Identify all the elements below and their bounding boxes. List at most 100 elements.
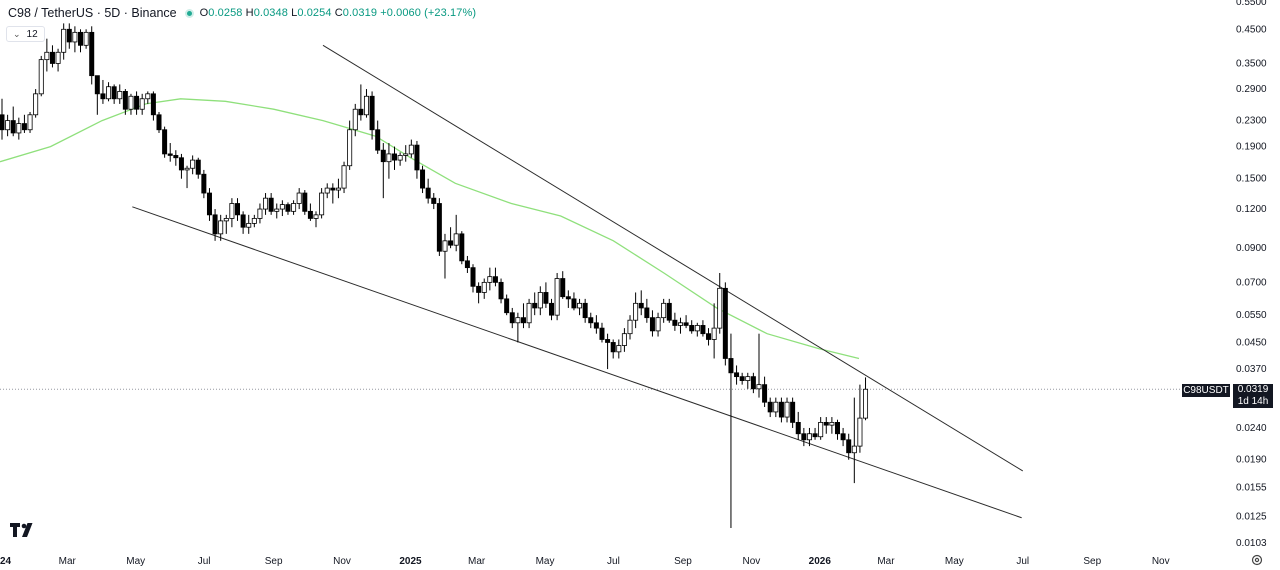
candle-down xyxy=(464,260,470,269)
candle-down xyxy=(689,325,695,332)
candle-up xyxy=(487,276,493,283)
candle-up xyxy=(128,95,134,110)
x-tick-label: May xyxy=(536,556,555,567)
candle-up xyxy=(319,192,325,216)
tradingview-logo-icon[interactable] xyxy=(10,523,36,537)
candle-down xyxy=(358,108,364,116)
candle-down xyxy=(767,401,773,413)
candle-down xyxy=(750,376,756,390)
y-tick-label: 0.2900 xyxy=(1236,84,1267,95)
x-tick-label: Mar xyxy=(59,556,77,567)
candle-up xyxy=(274,208,280,212)
candle-down xyxy=(666,302,672,321)
candle-down xyxy=(66,28,72,43)
candle-up xyxy=(863,388,869,419)
x-tick-label: May xyxy=(126,556,145,567)
candle-up xyxy=(655,317,661,332)
candle-down xyxy=(10,120,16,134)
settings-gear-icon[interactable] xyxy=(1250,553,1264,567)
candle-down xyxy=(599,327,605,340)
candle-down xyxy=(823,421,829,426)
candle-down xyxy=(235,203,241,216)
candle-up xyxy=(711,327,717,340)
candle-up xyxy=(442,240,448,252)
x-tick-label: 2026 xyxy=(809,556,832,567)
candle-down xyxy=(700,325,706,335)
candle-down xyxy=(593,322,599,329)
candle-down xyxy=(369,95,375,131)
candle-up xyxy=(223,218,229,222)
y-tick-label: 0.5500 xyxy=(1236,0,1267,8)
x-tick-label: Sep xyxy=(674,556,692,567)
candle-up xyxy=(554,278,560,316)
candle-down xyxy=(605,339,611,343)
candle-down xyxy=(173,155,179,159)
candle-up xyxy=(397,155,403,161)
candle-up xyxy=(296,192,302,204)
candle-up xyxy=(257,208,263,219)
candle-down xyxy=(560,278,566,298)
bar-countdown: 1d 14h xyxy=(1237,396,1269,407)
candle-down xyxy=(672,319,678,326)
high-label: H xyxy=(245,7,254,19)
candle-up xyxy=(633,302,639,321)
y-tick-label: 0.0550 xyxy=(1236,310,1267,321)
candle-up xyxy=(526,302,532,324)
candle-up xyxy=(363,95,369,116)
candle-up xyxy=(106,86,112,100)
x-tick-label: Nov xyxy=(333,556,351,567)
x-tick-label: 2024 xyxy=(0,556,12,567)
candle-down xyxy=(834,421,840,435)
candle-up xyxy=(341,165,347,189)
candle-up xyxy=(677,322,683,326)
candle-down xyxy=(21,123,27,131)
candle-up xyxy=(627,319,633,335)
candle-up xyxy=(145,93,151,100)
candle-up xyxy=(745,376,751,381)
candle-up xyxy=(756,384,762,390)
wedge-lower-trendline xyxy=(132,206,1022,519)
candle-down xyxy=(240,214,246,228)
candle-up xyxy=(829,421,835,426)
y-tick-label: 0.1900 xyxy=(1236,142,1267,153)
candle-up xyxy=(857,417,863,447)
symbol-price-label: C98USDT xyxy=(1182,384,1230,397)
candle-up xyxy=(190,159,196,169)
candle-down xyxy=(498,281,504,300)
candle-up xyxy=(403,153,409,156)
candle-down xyxy=(212,214,218,235)
candle-up xyxy=(61,28,67,53)
indicators-toggle[interactable]: ⌄ 12 xyxy=(6,26,45,42)
close-value: 0.0319 xyxy=(342,7,378,19)
candle-down xyxy=(649,317,655,332)
y-tick-label: 0.0125 xyxy=(1236,512,1267,523)
candle-down xyxy=(78,31,84,46)
candle-down xyxy=(812,433,818,438)
candle-down xyxy=(734,372,740,378)
candle-down xyxy=(459,233,465,262)
candle-up xyxy=(291,203,297,212)
candle-down xyxy=(111,86,117,100)
candle-down xyxy=(492,276,498,283)
symbol-title[interactable]: C98 / TetherUS · 5D · Binance xyxy=(8,6,177,20)
candle-down xyxy=(588,317,594,324)
x-tick-label: Sep xyxy=(265,556,283,567)
candle-down xyxy=(307,210,313,219)
candle-down xyxy=(420,169,426,189)
candle-up xyxy=(347,129,353,167)
candle-up xyxy=(661,302,667,319)
y-tick-label: 0.0240 xyxy=(1236,423,1267,434)
candle-up xyxy=(38,59,44,95)
candle-down xyxy=(520,317,526,324)
candle-down xyxy=(470,267,476,287)
candle-up xyxy=(577,302,583,309)
y-tick-label: 0.0370 xyxy=(1236,364,1267,375)
candle-down xyxy=(49,51,55,64)
close-label: C xyxy=(334,7,343,19)
candle-up xyxy=(184,167,190,171)
candle-up xyxy=(16,123,22,134)
candle-down xyxy=(476,285,482,293)
candle-down xyxy=(565,296,571,300)
candle-up xyxy=(263,197,269,210)
